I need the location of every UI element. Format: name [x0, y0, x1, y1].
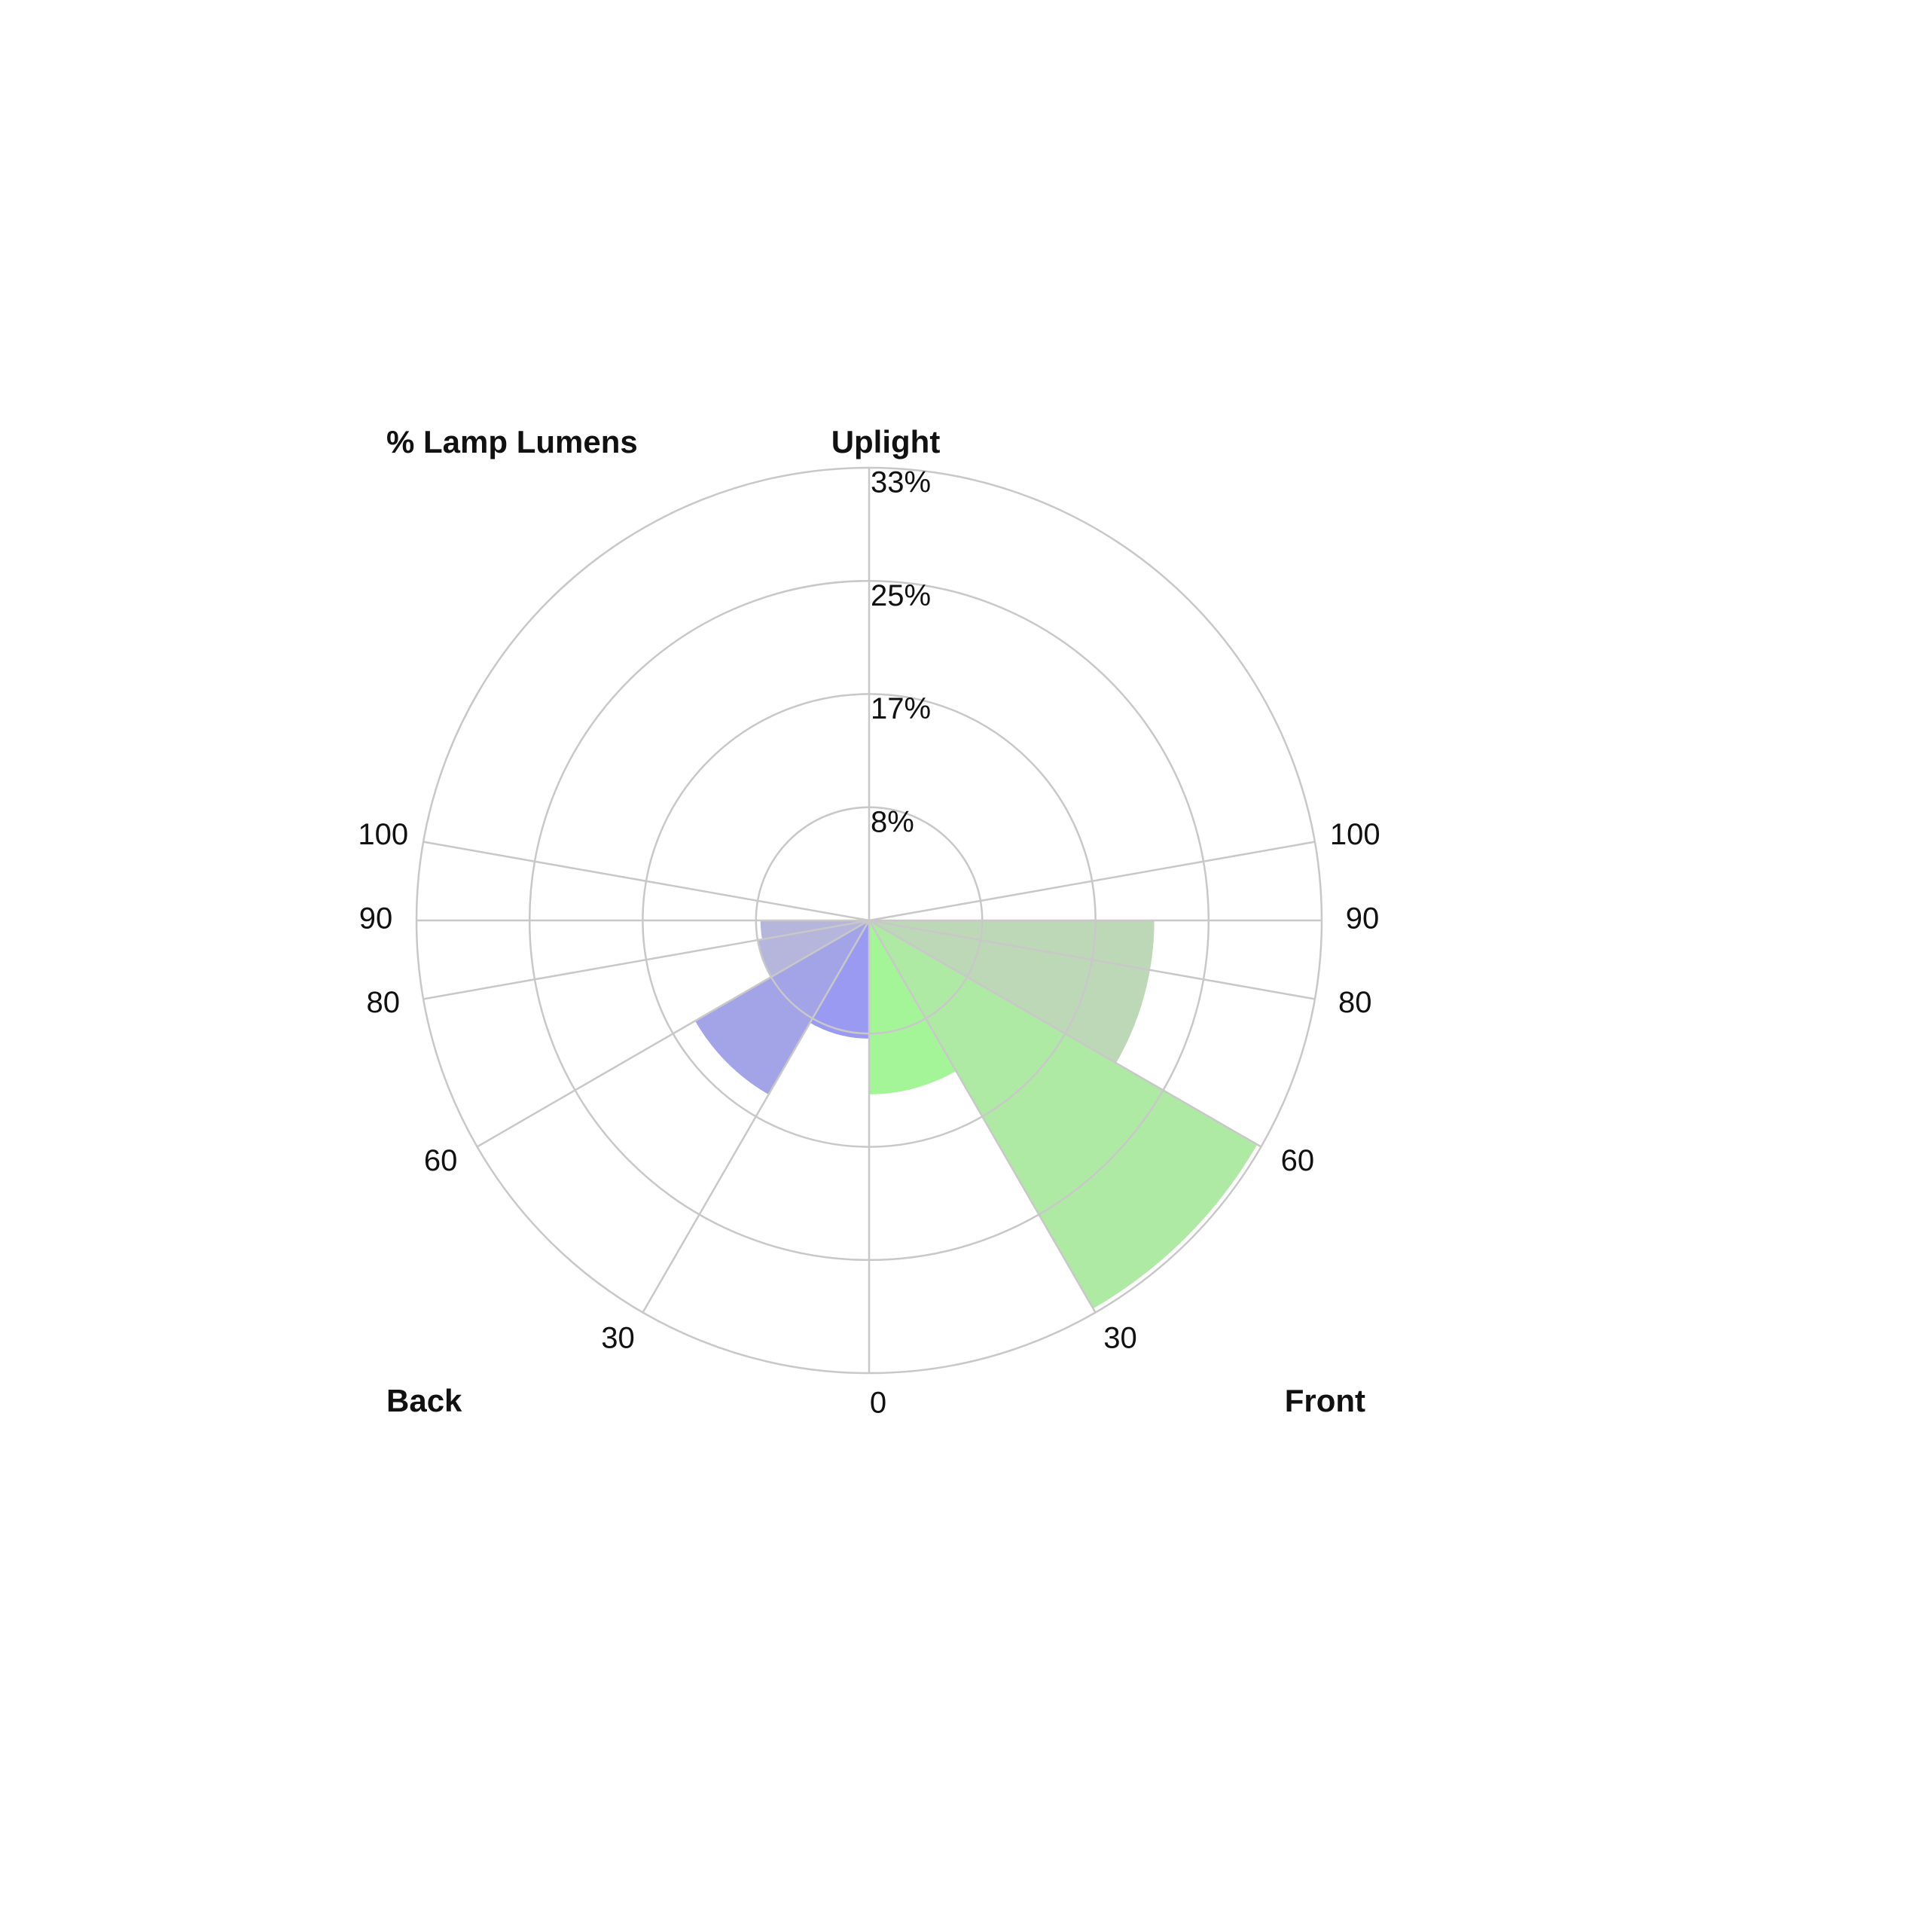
spoke: [868, 920, 1097, 1314]
spoke: [868, 919, 1316, 1000]
spoke: [423, 919, 870, 1000]
front-label: Front: [1285, 1383, 1365, 1418]
angle-tick-label: 60: [424, 1144, 458, 1177]
r-tick-label: 8%: [871, 805, 914, 838]
sector: [869, 920, 1258, 1309]
sector: [869, 920, 956, 1094]
angle-tick-label: 80: [1338, 986, 1372, 1019]
r-tick-label: 17%: [871, 692, 931, 725]
angle-tick-label: 100: [1330, 818, 1380, 851]
angle-tick-label: 90: [359, 902, 393, 935]
angle-tick-label: 100: [358, 818, 408, 851]
grid: 0 30 30 60 60 80 80 90 90 100 100 8% 17% 25% 33%: [358, 466, 1380, 1420]
labels: % Lamp Lumens Uplight Back Front: [386, 424, 1365, 1418]
sector: [810, 920, 869, 1039]
spoke: [423, 841, 870, 922]
angle-tick-label: 60: [1281, 1144, 1315, 1177]
angle-tick-label: 90: [1346, 902, 1380, 935]
r-tick-label: 25%: [871, 579, 931, 612]
back-label: Back: [386, 1383, 462, 1418]
angle-tick-label: 80: [367, 986, 401, 1019]
uplight-label: Uplight: [831, 424, 941, 459]
spoke: [868, 919, 1262, 1148]
angle-tick-label: 0: [870, 1387, 886, 1420]
r-tick-label: 33%: [871, 466, 931, 499]
spoke: [476, 919, 870, 1148]
sectors: [694, 920, 1258, 1309]
angle-tick-label: 30: [1103, 1321, 1137, 1354]
sector: [758, 920, 869, 977]
spoke: [642, 920, 871, 1314]
angle-tick-label: 30: [601, 1321, 635, 1354]
spoke: [868, 841, 1316, 922]
sector: [869, 920, 1150, 1064]
chart-title: % Lamp Lumens: [386, 424, 638, 459]
sector: [694, 920, 869, 1095]
